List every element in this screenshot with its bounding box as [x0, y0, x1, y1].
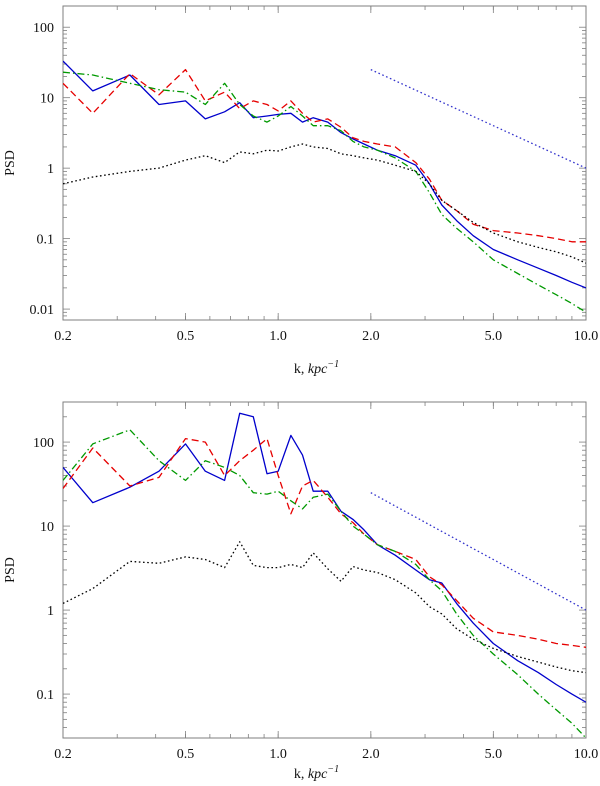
y-tick-label: 1 — [47, 162, 54, 177]
series-blue-solid — [63, 60, 586, 289]
y-tick-label: 100 — [33, 21, 54, 36]
series-red-dashed — [63, 437, 586, 648]
series-black-dotted — [63, 143, 586, 264]
y-tick-label: 0.01 — [30, 303, 55, 318]
x-tick-label: 2.0 — [362, 329, 380, 344]
series-green-dashdot — [63, 429, 586, 738]
y-axis-title: PSD — [3, 150, 18, 176]
x-tick-label: 10.0 — [574, 747, 599, 762]
x-tick-label: 1.0 — [269, 329, 287, 344]
y-tick-label: 100 — [33, 436, 54, 451]
x-tick-label: 0.2 — [54, 747, 72, 762]
series-green-dashdot — [63, 71, 586, 313]
series-red-dashed — [63, 68, 586, 243]
plot-frame — [62, 5, 587, 321]
y-tick-label: 10 — [40, 520, 54, 535]
series-black-dotted — [63, 541, 586, 674]
x-tick-label: 10.0 — [574, 329, 599, 344]
y-tick-label: 0.1 — [37, 233, 55, 248]
x-tick-label: 5.0 — [485, 747, 503, 762]
y-axis-title: PSD — [3, 557, 18, 583]
plot-frame — [62, 401, 587, 739]
x-tick-label: 2.0 — [362, 747, 380, 762]
series-blue-solid — [63, 412, 586, 703]
x-tick-label: 0.2 — [54, 329, 72, 344]
chart-panel-2: 0.2 0.5 1.0 2.0 5.0 10.0 0.1 1 10 100 k, kpc−1 PSD — [3, 401, 599, 782]
y-tick-label: 1 — [47, 604, 54, 619]
y-tick-label: 0.1 — [37, 688, 55, 703]
series-slope-reference — [370, 492, 586, 611]
y-tick-label: 10 — [40, 92, 54, 107]
x-tick-label: 0.5 — [177, 329, 195, 344]
series-slope-reference — [370, 69, 586, 169]
x-tick-label: 0.5 — [177, 747, 195, 762]
x-tick-label: 5.0 — [485, 329, 503, 344]
chart-panel-1: 0.2 0.5 1.0 2.0 5.0 10.0 0.01 0.1 1 10 100 k, kpc−1… — [3, 5, 599, 377]
x-axis-title: k, kpc−1 — [294, 359, 339, 377]
x-axis-title: k, kpc−1 — [294, 764, 339, 782]
x-tick-label: 1.0 — [269, 747, 287, 762]
